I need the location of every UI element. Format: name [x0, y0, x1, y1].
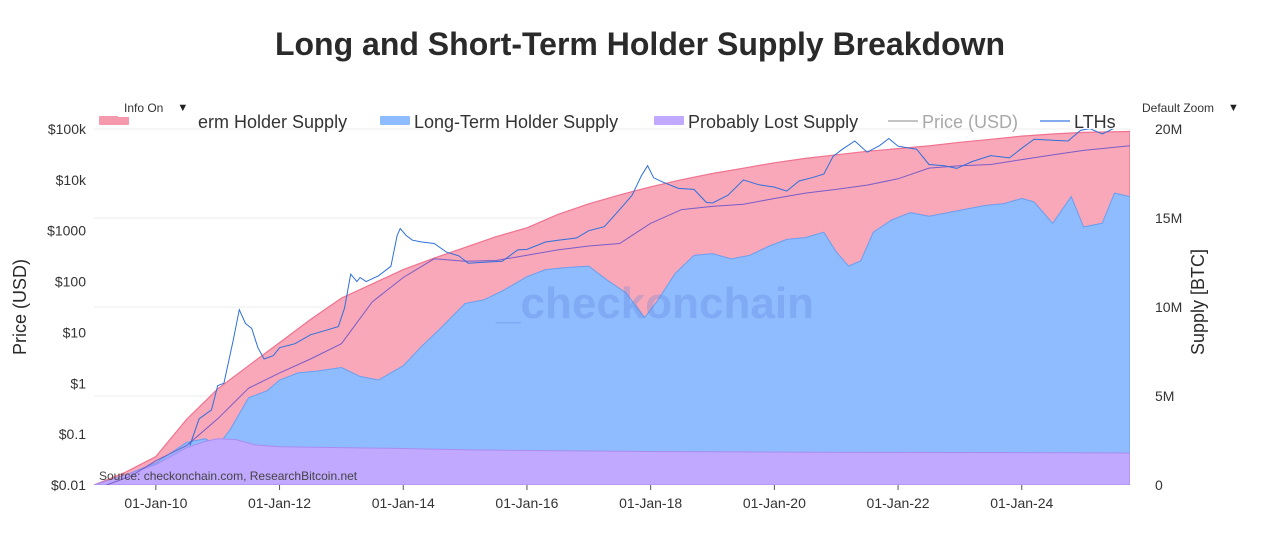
legend-label: erm Holder Supply — [198, 112, 347, 132]
x-tick-label: 01-Jan-12 — [248, 495, 311, 511]
x-tick-label: 01-Jan-16 — [495, 495, 558, 511]
y-left-tick-label: $10k — [56, 172, 87, 188]
x-axis: 01-Jan-10 01-Jan-12 01-Jan-14 01-Jan-16 01-J… — [124, 485, 1053, 511]
y-left-tick-label: $0.01 — [51, 477, 86, 493]
legend-label: LTHs — [1074, 112, 1116, 132]
watermark: _checkonchain — [495, 279, 814, 328]
legend-item-long-term-holder-supply[interactable]: Long-Term Holder Supply — [380, 112, 618, 132]
probably-lost-supply-area — [94, 438, 1130, 485]
legend-label: Long-Term Holder Supply — [414, 112, 618, 132]
y-axis-left: $0.01 $0.1 $1 $10 $100 $1000 $10k $100k — [47, 121, 87, 493]
y-right-tick-label: 5M — [1155, 388, 1174, 404]
source-note: Source: checkonchain.com, ResearchBitcoi… — [99, 469, 358, 483]
y-axis-left-label: Price (USD) — [10, 259, 30, 355]
x-tick-label: 01-Jan-22 — [867, 495, 930, 511]
y-right-tick-label: 15M — [1155, 210, 1182, 226]
price-line — [189, 129, 1114, 446]
y-left-tick-label: $0.1 — [59, 426, 86, 442]
legend-swatch — [380, 116, 410, 125]
y-left-tick-label: $10 — [63, 324, 87, 340]
y-left-tick-label: $1000 — [47, 223, 86, 239]
legend-swatch — [654, 116, 684, 125]
y-right-tick-label: 10M — [1155, 299, 1182, 315]
legend-item-price-usd[interactable]: Price (USD) — [888, 112, 1018, 132]
zoom-dropdown-label: Default Zoom — [1142, 101, 1215, 115]
x-tick-label: 01-Jan-14 — [372, 495, 435, 511]
info-on-dropdown[interactable]: Info On ▼ — [118, 99, 206, 117]
y-left-tick-label: $1 — [70, 375, 86, 391]
legend-swatch — [99, 116, 129, 125]
x-tick-label: 01-Jan-10 — [124, 495, 187, 511]
default-zoom-dropdown[interactable]: Default Zoom ▼ — [1136, 99, 1264, 117]
y-left-tick-label: $100k — [48, 121, 87, 137]
y-axis-right-label: Supply [BTC] — [1188, 249, 1208, 355]
info-dropdown-label: Info On — [124, 101, 164, 115]
chart-title: Long and Short-Term Holder Supply Breakd… — [274, 26, 1006, 62]
legend-label: Probably Lost Supply — [688, 112, 858, 132]
x-tick-label: 01-Jan-24 — [990, 495, 1053, 511]
x-tick-label: 01-Jan-20 — [743, 495, 806, 511]
chevron-down-icon: ▼ — [1228, 102, 1239, 114]
legend-item-probably-lost-supply[interactable]: Probably Lost Supply — [654, 112, 858, 132]
lths-line — [106, 145, 1130, 485]
legend-item-short-term-holder-supply[interactable]: erm Holder Supply — [99, 112, 347, 132]
long-term-holder-supply-area — [94, 192, 1130, 485]
chevron-down-icon: ▼ — [177, 102, 189, 114]
legend-item-lths[interactable]: LTHs — [1040, 112, 1116, 132]
y-axis-right: 0 5M 10M 15M 20M — [1155, 121, 1182, 493]
legend-label: Price (USD) — [922, 112, 1018, 132]
y-right-tick-label: 0 — [1155, 477, 1163, 493]
legend[interactable]: erm Holder Supply Long-Term Holder Suppl… — [99, 112, 1116, 132]
x-tick-label: 01-Jan-18 — [619, 495, 682, 511]
y-left-tick-label: $100 — [55, 274, 86, 290]
y-right-tick-label: 20M — [1155, 121, 1182, 137]
